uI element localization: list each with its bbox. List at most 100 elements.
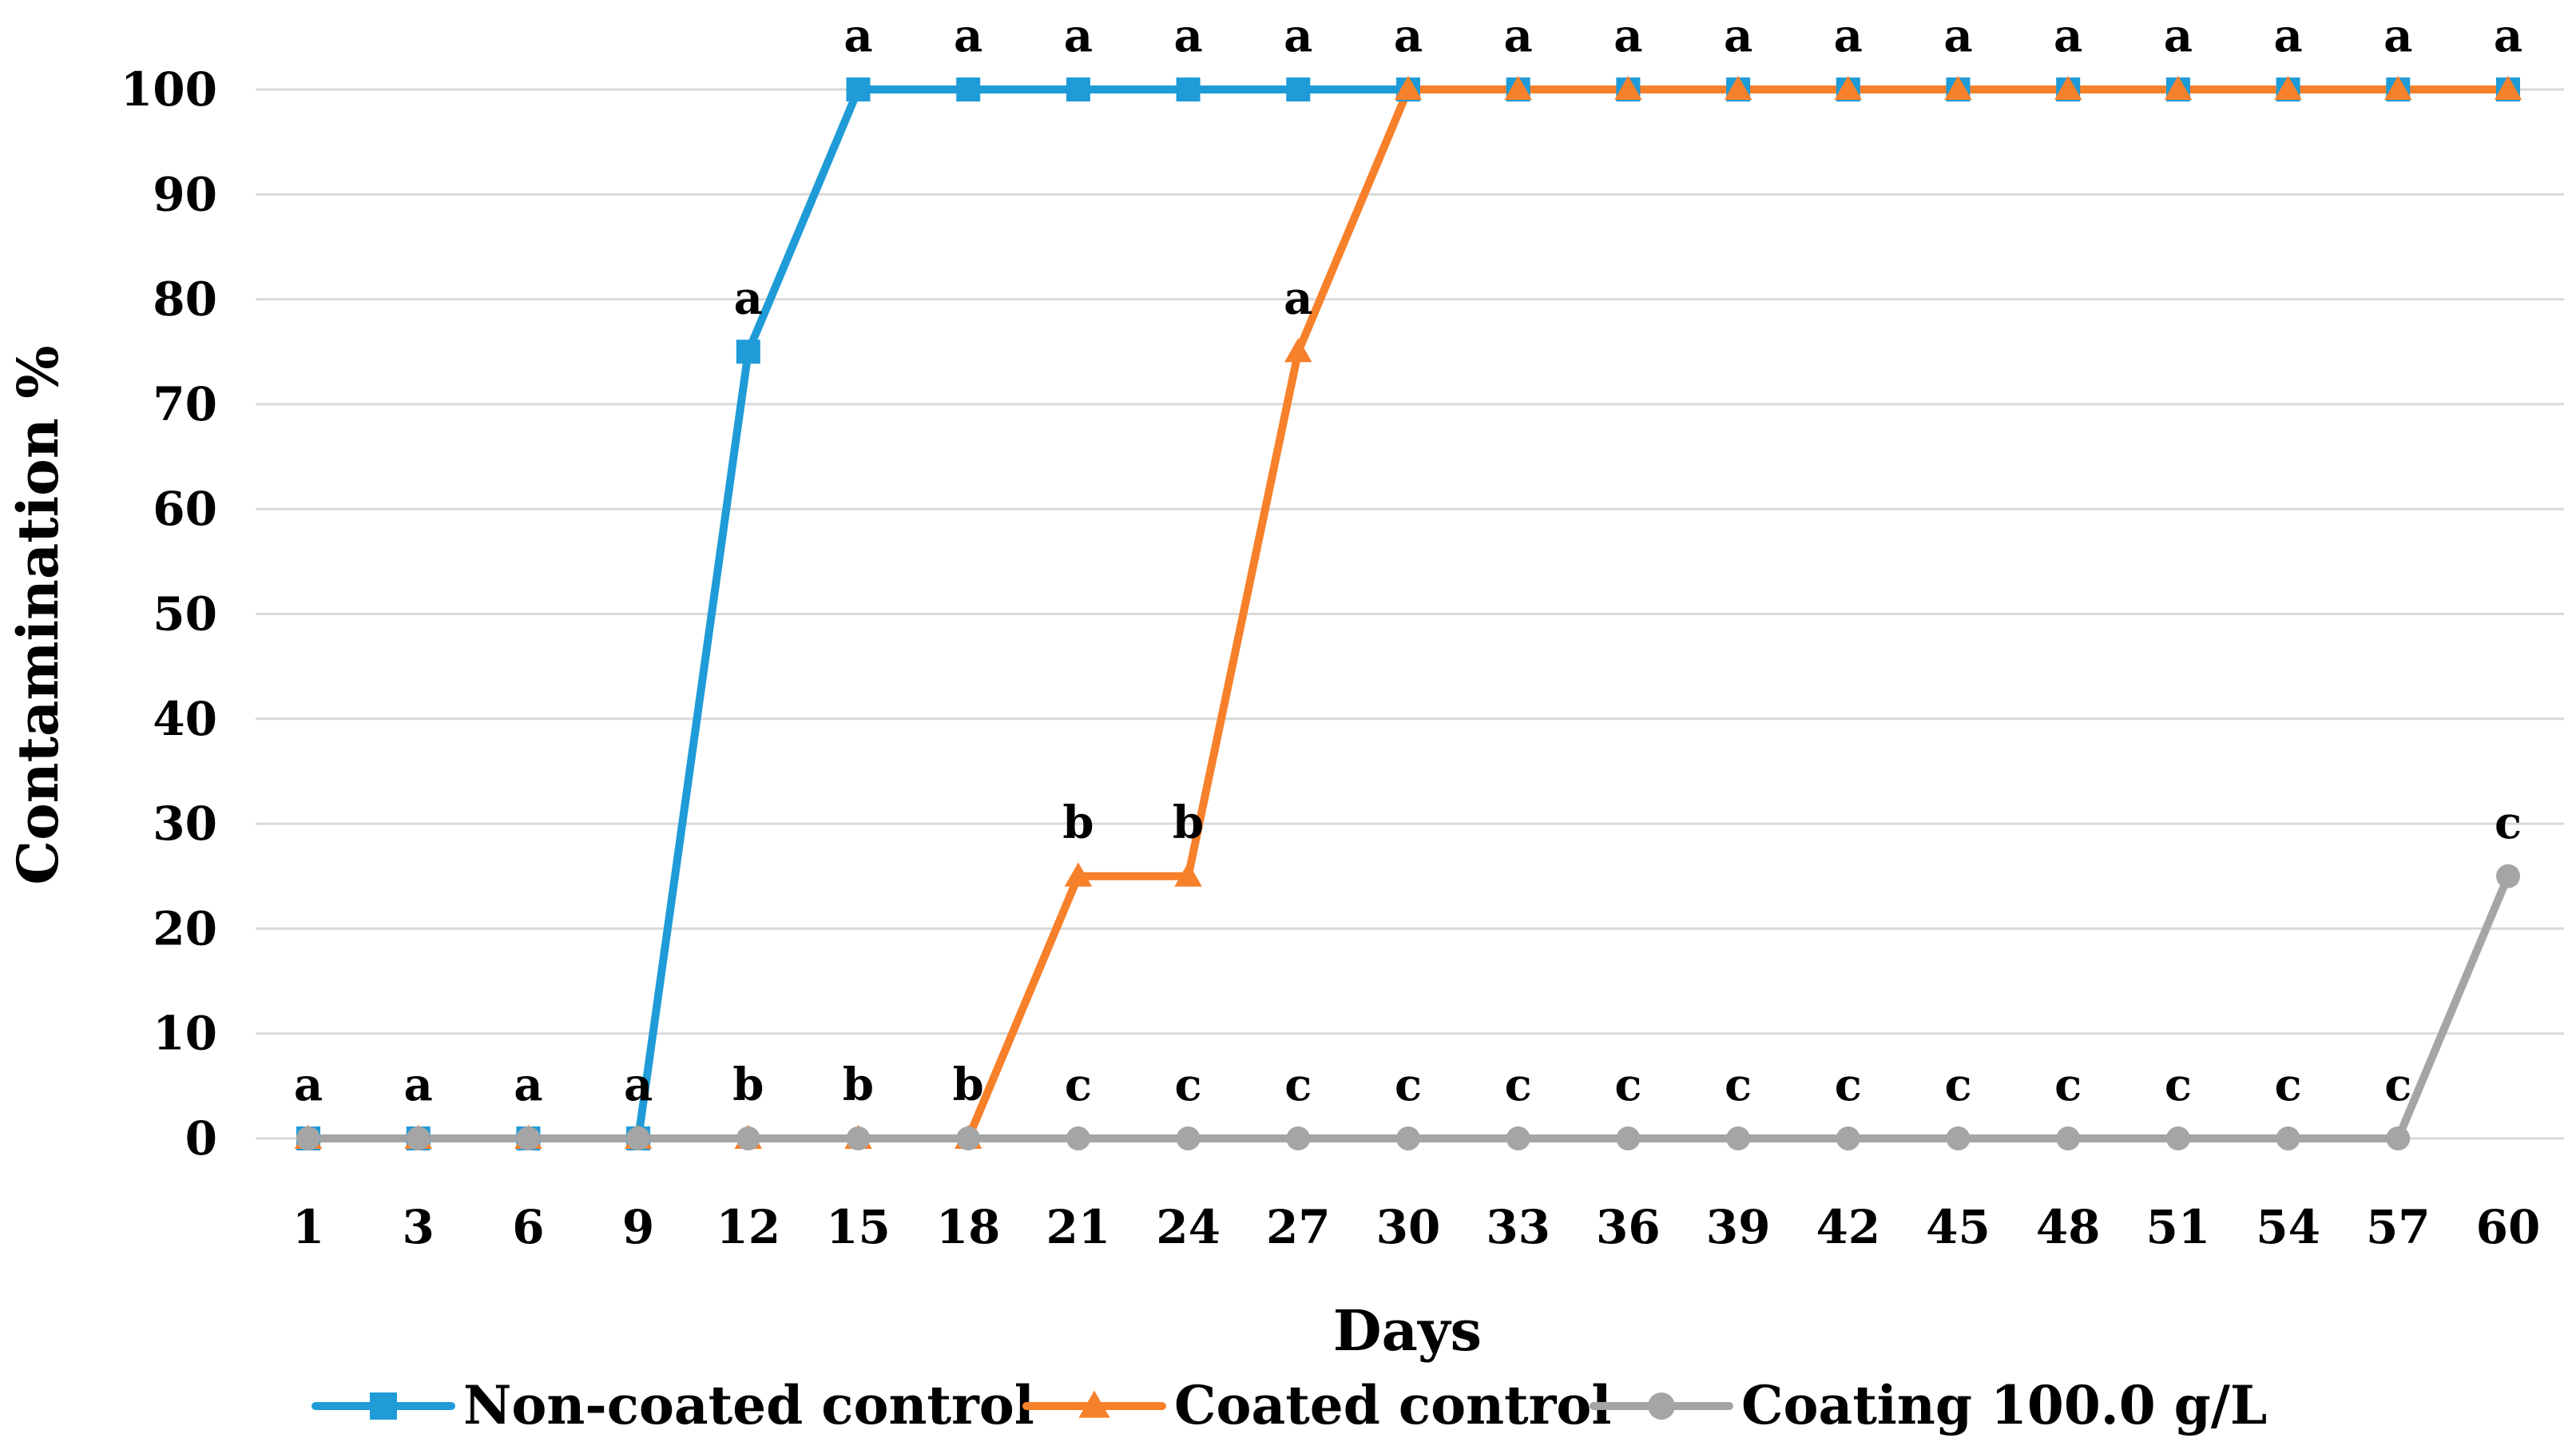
x-tick-label: 12 [716, 1200, 780, 1254]
data-point [1396, 1126, 1420, 1150]
x-tick-label: 57 [2366, 1200, 2431, 1254]
significance-letter: c [2165, 1059, 2192, 1111]
data-point [1834, 75, 1863, 100]
y-tick-label: 60 [153, 482, 217, 536]
data-point [1064, 862, 1093, 887]
significance-letter: b [1062, 797, 1094, 849]
data-point [1616, 1126, 1641, 1150]
significance-letter: a [1943, 10, 1972, 62]
data-point [406, 1126, 431, 1150]
significance-letter: c [1725, 1059, 1752, 1111]
y-axis-title: Contamination % [5, 345, 71, 884]
significance-letter: a [1284, 10, 1312, 62]
significance-letter: a [404, 1059, 433, 1111]
y-tick-label: 100 [121, 62, 217, 117]
x-tick-label: 3 [403, 1200, 435, 1254]
y-tick-label: 80 [153, 272, 217, 327]
significance-letter: a [2054, 10, 2082, 62]
significance-letter: a [1504, 10, 1533, 62]
legend-label: Non-coated control [463, 1374, 1034, 1436]
significance-letter: a [1173, 10, 1202, 62]
legend-item-1: Coated control [1022, 1374, 1611, 1436]
significance-letter: c [1835, 1059, 1862, 1111]
y-tick-label: 0 [185, 1111, 217, 1166]
data-point [2496, 864, 2520, 888]
data-point [1726, 1126, 1751, 1150]
data-point [1944, 75, 1972, 100]
data-point [2056, 1126, 2081, 1150]
data-point [2494, 75, 2522, 100]
significance-letter: a [843, 10, 872, 62]
data-point [736, 1126, 760, 1150]
legend: Non-coated control Coated control Coating … [312, 1374, 2267, 1436]
x-tick-label: 33 [1486, 1200, 1550, 1254]
data-point [1836, 1126, 1860, 1150]
x-tick-label: 24 [1156, 1200, 1221, 1254]
significance-letters: a a a a a a a a a a a a a a a a a a a a a b b b b b a c c c c c c c c c c c c c… [294, 10, 2522, 1111]
significance-letter: c [2495, 797, 2522, 849]
significance-letter: c [2275, 1059, 2302, 1111]
x-tick-label: 42 [1816, 1200, 1880, 1254]
significance-letter: a [2273, 10, 2302, 62]
data-point [296, 1126, 320, 1150]
data-point [2054, 75, 2082, 100]
legend-item-2: Coating 100.0 g/L [1590, 1374, 2267, 1436]
x-tick-label: 45 [1926, 1200, 1991, 1254]
significance-letter: c [1505, 1059, 1532, 1111]
significance-letter: b [1173, 797, 1204, 849]
x-tick-label: 39 [1706, 1200, 1771, 1254]
data-point [846, 77, 871, 101]
x-tick-label: 30 [1376, 1200, 1441, 1254]
x-tick-label: 60 [2476, 1200, 2541, 1254]
data-point [1286, 77, 1311, 101]
legend-marker [1648, 1392, 1675, 1420]
data-point [1284, 338, 1312, 363]
data-point [2164, 75, 2193, 100]
data-point [516, 1126, 541, 1150]
significance-letter: b [732, 1059, 764, 1111]
data-point [1506, 1126, 1530, 1150]
significance-letter: c [1614, 1059, 1641, 1111]
significance-letter: a [294, 1059, 323, 1111]
x-axis-ticks: 1 3 6 9 12 15 18 21 24 27 30 33 36 39 42 45 48 51 54 57 60 [292, 1200, 2541, 1254]
significance-letter: a [1834, 10, 1863, 62]
x-tick-label: 1 [292, 1200, 324, 1254]
x-tick-label: 36 [1596, 1200, 1661, 1254]
x-tick-label: 21 [1046, 1200, 1111, 1254]
series-markers-1 [294, 75, 2522, 1149]
data-point [1614, 75, 1642, 100]
data-point [2384, 75, 2412, 100]
data-point [956, 1126, 981, 1150]
data-point [736, 340, 760, 364]
significance-letter: c [1944, 1059, 1971, 1111]
x-tick-label: 48 [2036, 1200, 2101, 1254]
significance-letter: c [2054, 1059, 2082, 1111]
x-tick-label: 15 [826, 1200, 891, 1254]
x-tick-label: 51 [2146, 1200, 2211, 1254]
legend-label: Coated control [1174, 1374, 1611, 1436]
legend-item-0: Non-coated control [312, 1374, 1034, 1436]
data-point [626, 1126, 651, 1150]
x-tick-label: 27 [1266, 1200, 1331, 1254]
y-axis-ticks: 0 10 20 30 40 50 60 70 80 90 100 [121, 62, 217, 1166]
data-point [2274, 75, 2302, 100]
data-point [1174, 862, 1202, 887]
data-point [1286, 1126, 1311, 1150]
significance-letter: c [1395, 1059, 1422, 1111]
significance-letter: a [2383, 10, 2412, 62]
significance-letter: a [1724, 10, 1752, 62]
y-tick-label: 20 [153, 901, 217, 955]
data-point [1176, 1126, 1201, 1150]
data-point [1066, 1126, 1090, 1150]
significance-letter: b [843, 1059, 874, 1111]
significance-letter: a [734, 272, 763, 324]
data-point [2276, 1126, 2300, 1150]
x-tick-label: 18 [936, 1200, 1001, 1254]
significance-letter: a [624, 1059, 653, 1111]
significance-letter: a [1394, 10, 1423, 62]
legend-marker [1078, 1390, 1110, 1418]
data-point [956, 77, 981, 101]
data-point [1066, 77, 1090, 101]
significance-letter: c [1284, 1059, 1312, 1111]
